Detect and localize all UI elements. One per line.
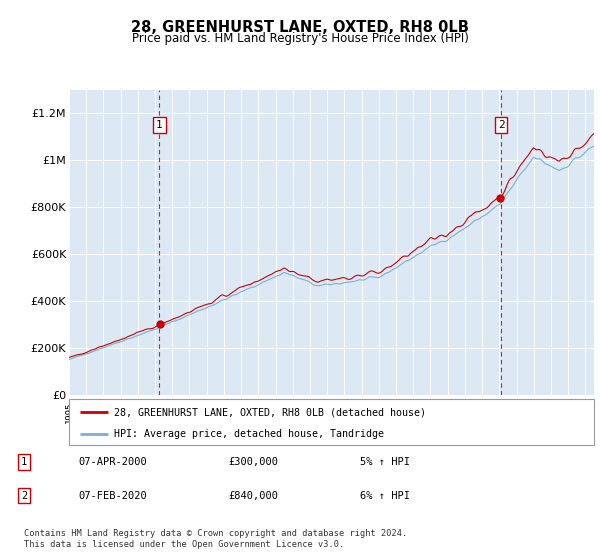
Text: Price paid vs. HM Land Registry's House Price Index (HPI): Price paid vs. HM Land Registry's House … — [131, 32, 469, 45]
Text: 2: 2 — [497, 120, 505, 130]
Text: 28, GREENHURST LANE, OXTED, RH8 0LB (detached house): 28, GREENHURST LANE, OXTED, RH8 0LB (det… — [113, 407, 425, 417]
Text: 07-FEB-2020: 07-FEB-2020 — [78, 491, 147, 501]
Text: 07-APR-2000: 07-APR-2000 — [78, 457, 147, 467]
Text: £300,000: £300,000 — [228, 457, 278, 467]
Text: Contains HM Land Registry data © Crown copyright and database right 2024.
This d: Contains HM Land Registry data © Crown c… — [24, 529, 407, 549]
Text: 1: 1 — [156, 120, 163, 130]
Text: £840,000: £840,000 — [228, 491, 278, 501]
Text: 1: 1 — [21, 457, 27, 467]
Text: 5% ↑ HPI: 5% ↑ HPI — [360, 457, 410, 467]
Text: 28, GREENHURST LANE, OXTED, RH8 0LB: 28, GREENHURST LANE, OXTED, RH8 0LB — [131, 20, 469, 35]
Text: 6% ↑ HPI: 6% ↑ HPI — [360, 491, 410, 501]
Text: 2: 2 — [21, 491, 27, 501]
Text: HPI: Average price, detached house, Tandridge: HPI: Average price, detached house, Tand… — [113, 429, 383, 438]
